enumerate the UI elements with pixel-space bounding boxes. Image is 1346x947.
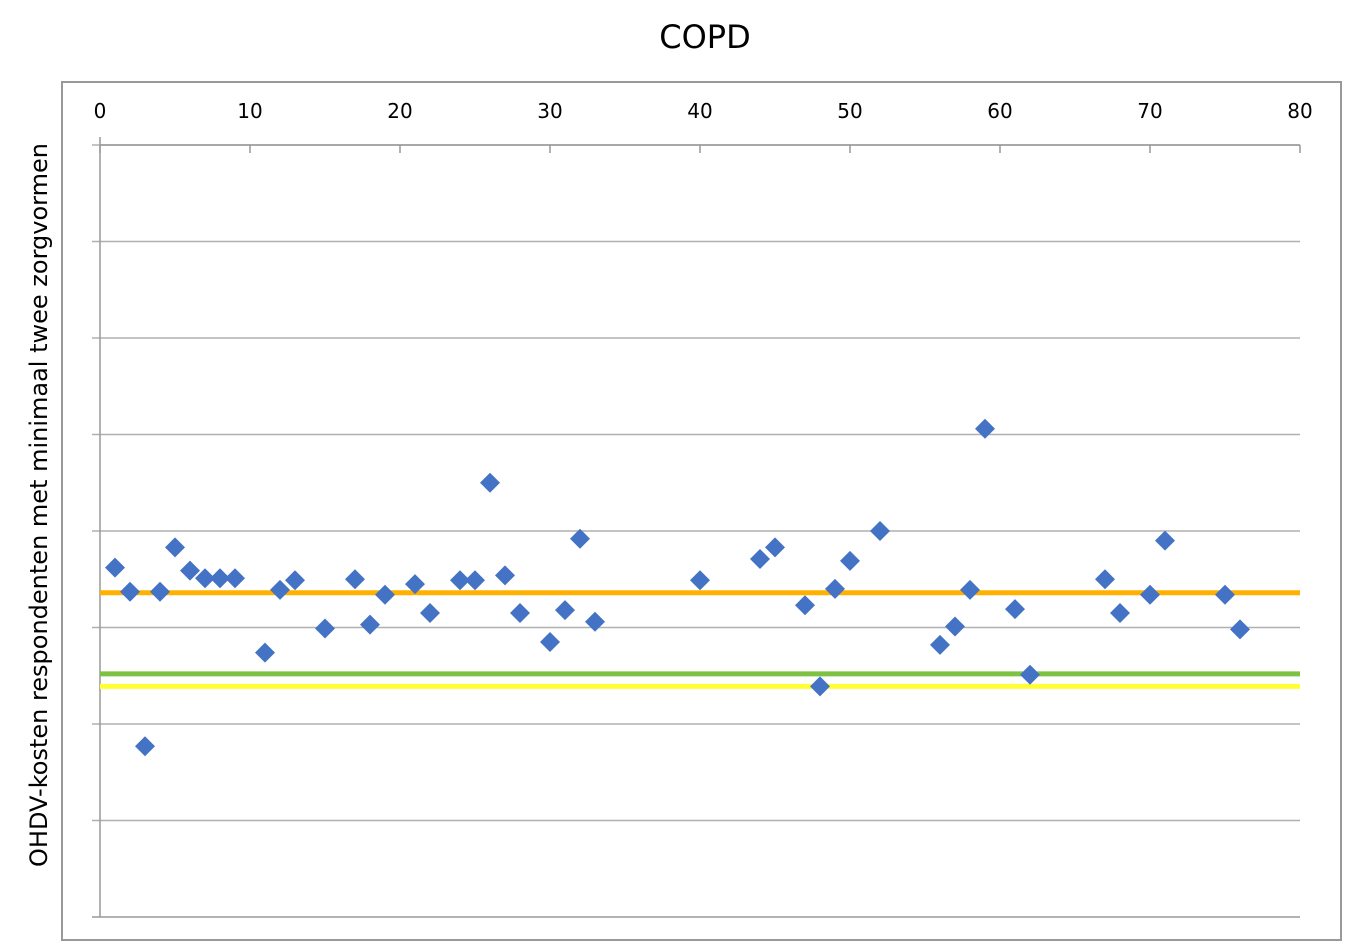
x-tick-label: 10 (237, 99, 262, 123)
data-points (105, 418, 1250, 757)
data-point (765, 537, 785, 558)
x-tick-label: 70 (1137, 99, 1162, 123)
data-point (420, 603, 440, 624)
data-point (480, 472, 500, 493)
data-point (360, 614, 380, 635)
data-point (975, 418, 995, 439)
data-point (1230, 619, 1250, 640)
x-axis: 0 10 20 30 40 50 60 70 80 (94, 99, 1313, 153)
data-point (1095, 569, 1115, 590)
data-point (315, 618, 335, 639)
x-tick-label: 20 (387, 99, 412, 123)
x-tick-label: 0 (94, 99, 107, 123)
chart-title: COPD (659, 18, 751, 56)
x-tick-label: 80 (1287, 99, 1312, 123)
data-point (930, 634, 950, 655)
data-point (960, 579, 980, 600)
x-tick-label: 60 (987, 99, 1012, 123)
reference-lines (100, 590, 1300, 689)
data-point (510, 603, 530, 624)
data-point (150, 581, 170, 602)
data-point (825, 578, 845, 599)
data-point (945, 616, 965, 637)
data-point (540, 631, 560, 652)
data-point (795, 595, 815, 616)
data-point (225, 568, 245, 589)
data-point (405, 574, 425, 595)
data-point (840, 550, 860, 571)
x-tick-label: 40 (687, 99, 712, 123)
data-point (690, 570, 710, 591)
data-point (585, 611, 605, 632)
data-point (555, 600, 575, 621)
data-point (255, 642, 275, 663)
data-point (1155, 530, 1175, 551)
data-point (1110, 603, 1130, 624)
data-point (465, 570, 485, 591)
data-point (450, 570, 470, 591)
data-point (270, 579, 290, 600)
grid-lines (92, 137, 1300, 918)
data-point (375, 584, 395, 605)
data-point (105, 557, 125, 578)
data-point (870, 521, 890, 541)
data-point (495, 565, 515, 586)
data-point (570, 528, 590, 549)
x-tick-label: 30 (537, 99, 562, 123)
x-tick-label: 50 (837, 99, 862, 123)
data-point (210, 568, 230, 589)
plot-frame (61, 81, 1342, 941)
data-point (750, 548, 770, 569)
data-point (180, 560, 200, 581)
data-point (1215, 584, 1235, 605)
data-point (120, 581, 140, 602)
data-point (195, 568, 215, 589)
data-point (135, 736, 155, 757)
data-point (285, 570, 305, 591)
data-point (810, 676, 830, 697)
data-point (345, 569, 365, 590)
data-point (1140, 584, 1160, 605)
data-point (1020, 664, 1040, 685)
data-point (165, 537, 185, 558)
data-point (1005, 599, 1025, 620)
